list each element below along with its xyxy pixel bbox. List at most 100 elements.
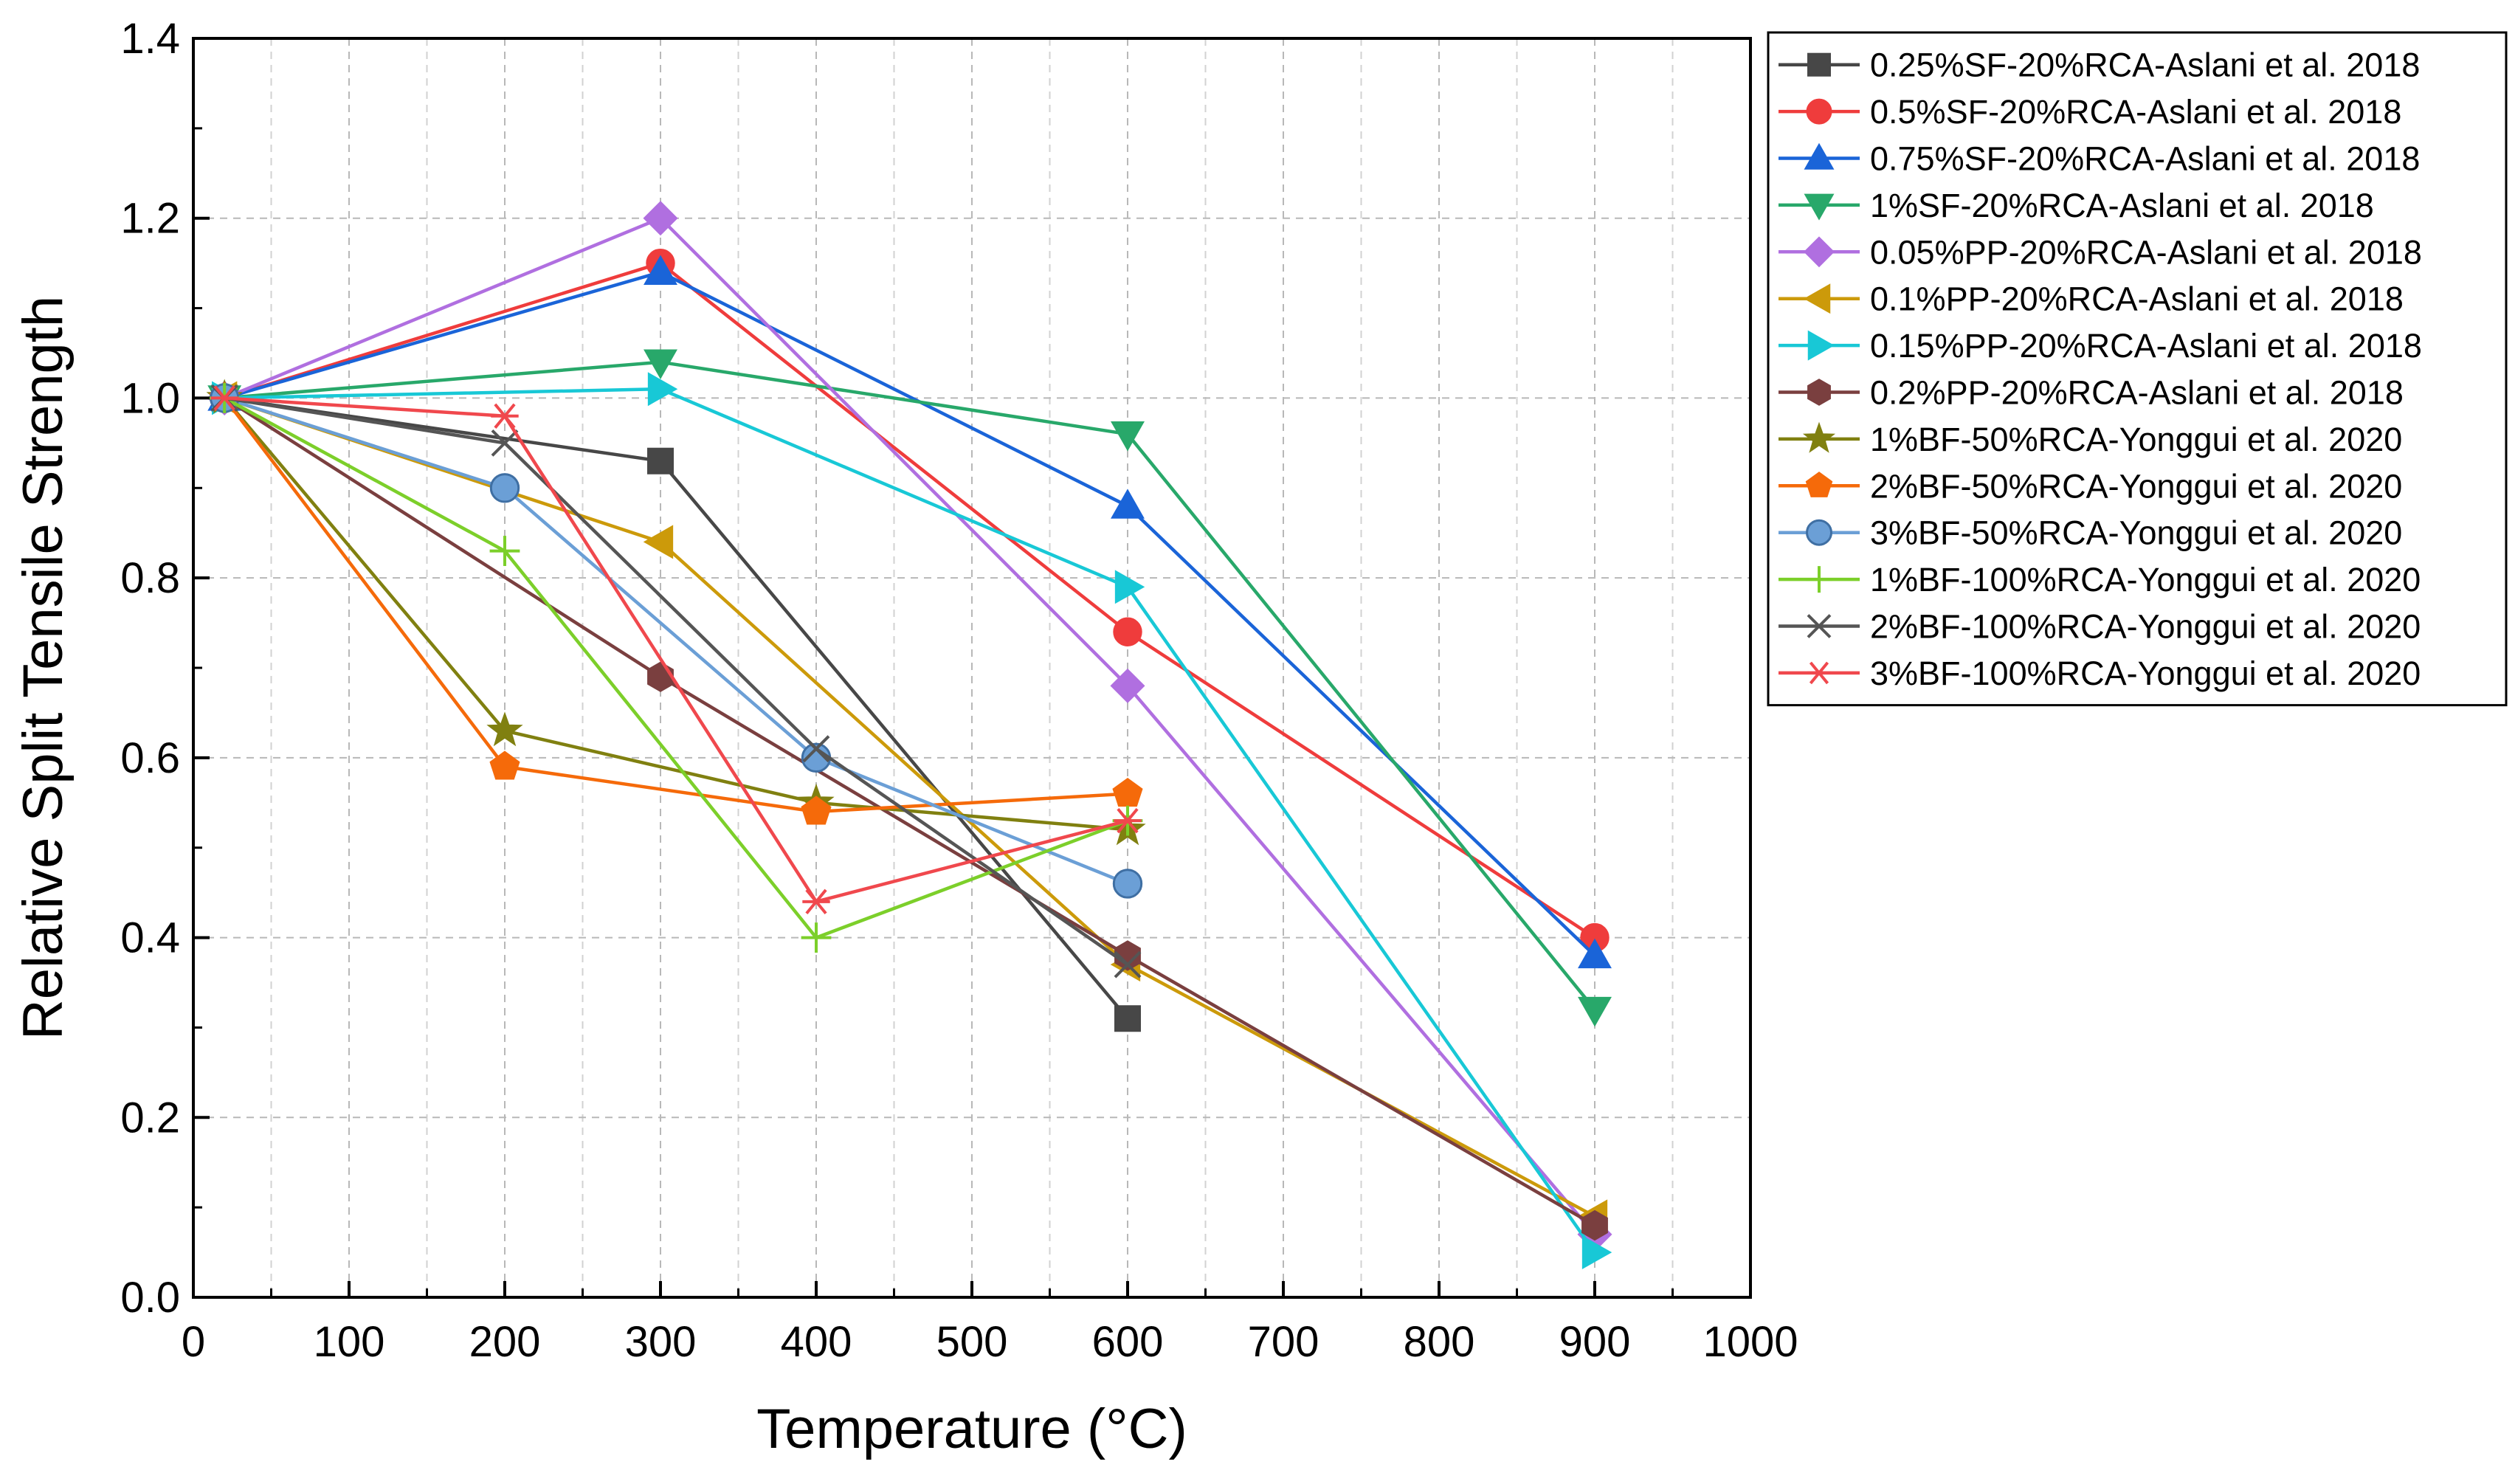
legend-label: 0.5%SF-20%RCA-Aslani et al. 2018 xyxy=(1870,93,2401,131)
x-tick-label: 400 xyxy=(781,1318,852,1366)
data-point xyxy=(644,349,677,379)
data-point xyxy=(643,525,674,559)
legend-marker xyxy=(1802,421,1836,453)
series-line xyxy=(224,360,1596,1011)
series-line xyxy=(223,396,1596,1227)
x-tick-label: 700 xyxy=(1248,1318,1319,1366)
data-point xyxy=(489,536,520,566)
data-point xyxy=(1110,668,1145,703)
x-tick-label: 100 xyxy=(314,1318,385,1366)
legend-marker xyxy=(1807,614,1832,638)
data-point xyxy=(1113,617,1142,646)
data-point xyxy=(1111,421,1145,452)
legend-label: 1%BF-50%RCA-Yonggui et al. 2020 xyxy=(1870,421,2402,458)
legend-marker xyxy=(1806,566,1832,593)
y-tick-label: 1.0 xyxy=(120,374,180,422)
legend-label: 0.05%PP-20%RCA-Aslani et al. 2018 xyxy=(1870,233,2422,271)
legend-label: 1%BF-100%RCA-Yonggui et al. 2020 xyxy=(1870,561,2421,598)
x-tick-label: 1000 xyxy=(1702,1318,1798,1366)
legend-marker xyxy=(1804,236,1835,268)
x-axis-title: Temperature (°C) xyxy=(756,1398,1187,1460)
data-point xyxy=(1578,938,1612,969)
y-tick-label: 0.6 xyxy=(120,734,180,782)
data-point xyxy=(489,750,520,780)
x-tick-label: 600 xyxy=(1092,1318,1164,1366)
data-point xyxy=(210,385,238,411)
data-point xyxy=(647,661,674,692)
y-tick-label: 1.2 xyxy=(120,195,180,243)
legend-item: 0.2%PP-20%RCA-Aslani et al. 2018 xyxy=(1779,374,2404,412)
data-point xyxy=(644,255,677,285)
legend-item: 1%BF-50%RCA-Yonggui et al. 2020 xyxy=(1779,421,2402,458)
x-tick-label: 200 xyxy=(469,1318,541,1366)
series-group xyxy=(206,201,1612,1270)
legend-item: 3%BF-50%RCA-Yonggui et al. 2020 xyxy=(1779,514,2402,552)
legend-label: 0.15%PP-20%RCA-Aslani et al. 2018 xyxy=(1870,327,2422,365)
legend-label: 3%BF-50%RCA-Yonggui et al. 2020 xyxy=(1870,514,2402,552)
y-tick-label: 1.4 xyxy=(120,15,180,63)
data-point xyxy=(1578,996,1612,1027)
legend-item: 0.05%PP-20%RCA-Aslani et al. 2018 xyxy=(1779,233,2422,271)
x-tick-label: 900 xyxy=(1559,1318,1631,1366)
x-tick-label: 500 xyxy=(936,1318,1008,1366)
x-tick-label: 0 xyxy=(182,1318,205,1366)
data-point xyxy=(802,888,830,914)
data-point xyxy=(489,473,520,503)
legend-item: 3%BF-100%RCA-Yonggui et al. 2020 xyxy=(1779,655,2421,692)
legend-label: 0.1%PP-20%RCA-Aslani et al. 2018 xyxy=(1870,280,2404,318)
series-14 xyxy=(210,385,1142,914)
legend-marker xyxy=(1807,661,1832,685)
series-line xyxy=(223,396,1128,832)
legend-item: 0.25%SF-20%RCA-Aslani et al. 2018 xyxy=(1779,46,2420,84)
series-line xyxy=(224,396,1128,904)
legend-item: 2%BF-50%RCA-Yonggui et al. 2020 xyxy=(1779,467,2402,505)
legend: 0.25%SF-20%RCA-Aslani et al. 2018 0.5%SF-… xyxy=(1767,31,2508,707)
legend-label: 1%SF-20%RCA-Aslani et al. 2018 xyxy=(1870,187,2374,224)
legend-marker xyxy=(1804,142,1835,170)
legend-item: 1%SF-20%RCA-Aslani et al. 2018 xyxy=(1779,187,2374,224)
legend-box xyxy=(1767,31,2508,707)
data-point xyxy=(486,711,523,747)
data-point xyxy=(1111,489,1145,519)
y-tick-label: 0.4 xyxy=(120,914,180,962)
legend-label: 2%BF-50%RCA-Yonggui et al. 2020 xyxy=(1870,467,2402,505)
series-line xyxy=(224,216,1596,1236)
y-tick-label: 0.0 xyxy=(120,1274,180,1322)
data-point xyxy=(801,796,832,825)
legend-marker xyxy=(1807,330,1835,361)
legend-marker xyxy=(1807,52,1831,77)
series-line xyxy=(224,396,1128,886)
data-point xyxy=(643,201,678,236)
legend-item: 0.1%PP-20%RCA-Aslani et al. 2018 xyxy=(1779,280,2404,318)
legend-label: 3%BF-100%RCA-Yonggui et al. 2020 xyxy=(1870,655,2421,692)
legend-label: 0.2%PP-20%RCA-Aslani et al. 2018 xyxy=(1870,374,2404,412)
data-point xyxy=(1114,807,1142,834)
legend-marker xyxy=(1806,98,1832,125)
series-line xyxy=(224,396,1128,939)
legend-marker xyxy=(1805,472,1833,497)
series-line xyxy=(223,397,1128,814)
data-point xyxy=(1112,869,1143,899)
legend-label: 0.75%SF-20%RCA-Aslani et al. 2018 xyxy=(1870,140,2420,178)
series-line xyxy=(224,396,1129,966)
data-point xyxy=(1581,1209,1608,1241)
data-point xyxy=(1114,1005,1141,1032)
grid xyxy=(193,38,1750,1297)
series-line xyxy=(224,270,1596,957)
data-point xyxy=(802,735,830,763)
x-tick-label: 800 xyxy=(1404,1318,1475,1366)
y-tick-label: 0.2 xyxy=(120,1094,180,1142)
y-axis-title: Relative Split Tensile Strength xyxy=(12,296,75,1040)
y-tick-label: 0.8 xyxy=(120,554,180,602)
legend-marker xyxy=(1806,519,1832,546)
data-point xyxy=(647,372,678,407)
legend-marker xyxy=(1804,283,1831,314)
legend-marker xyxy=(1807,379,1831,406)
legend-item: 0.5%SF-20%RCA-Aslani et al. 2018 xyxy=(1779,93,2401,131)
data-point xyxy=(1114,950,1142,979)
data-point xyxy=(1114,940,1141,971)
legend-marker xyxy=(1804,193,1835,221)
legend-item: 1%BF-100%RCA-Yonggui et al. 2020 xyxy=(1779,561,2421,598)
data-point xyxy=(491,429,519,457)
data-point xyxy=(1114,570,1145,604)
